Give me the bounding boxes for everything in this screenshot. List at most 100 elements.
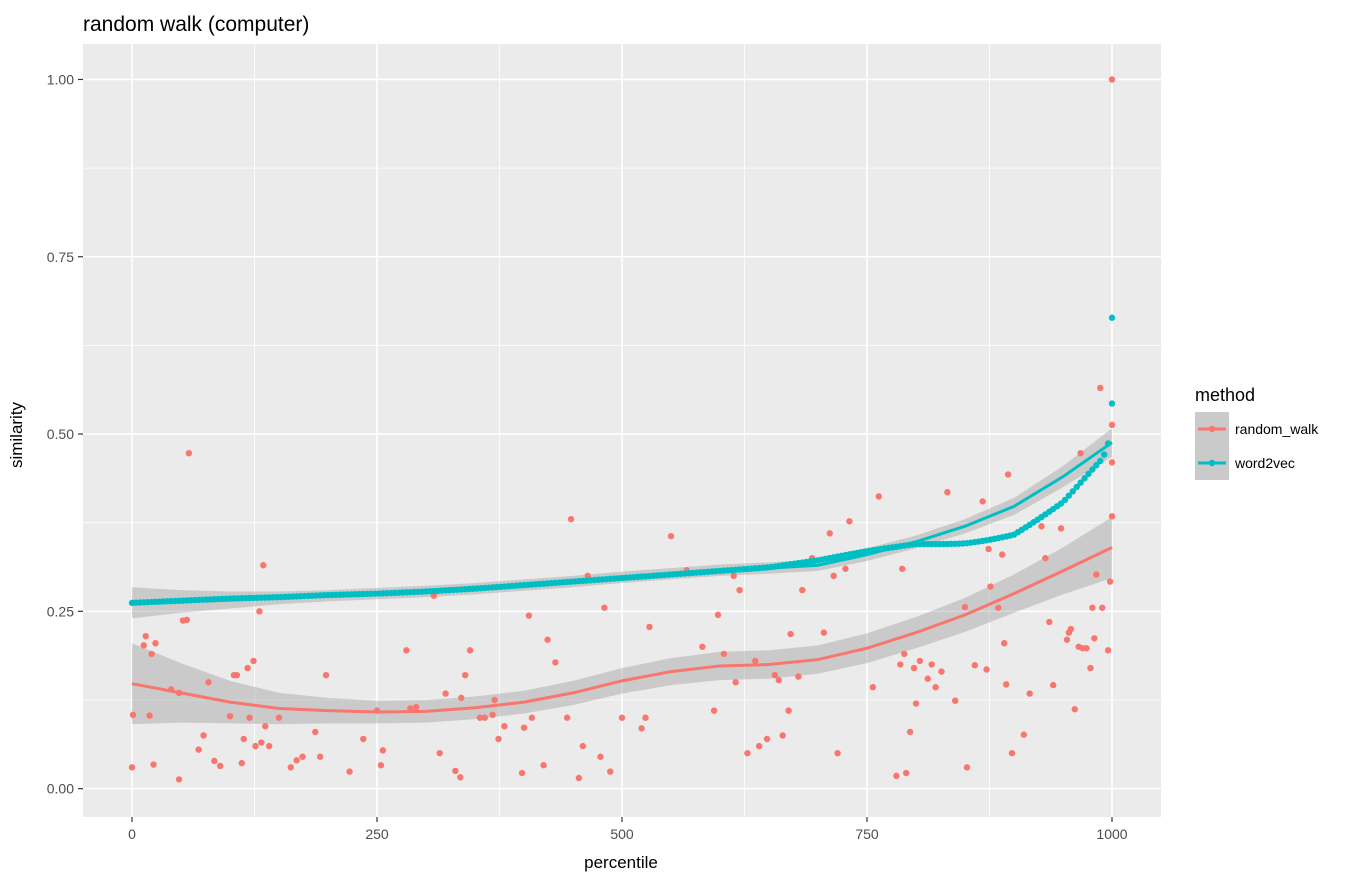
- random_walk-point: [597, 753, 604, 760]
- random_walk-point: [775, 676, 782, 684]
- random_walk-point: [346, 768, 353, 775]
- random_walk-point: [140, 642, 147, 649]
- random_walk-point: [1083, 645, 1090, 652]
- random_walk-point: [1026, 690, 1033, 697]
- random_walk-point: [244, 664, 251, 672]
- random_walk-point: [618, 714, 626, 721]
- random_walk-point: [466, 647, 474, 654]
- random_walk-point: [834, 749, 841, 757]
- legend-title: method: [1195, 385, 1255, 405]
- random_walk-point: [1042, 554, 1049, 562]
- random_walk-point: [129, 711, 137, 719]
- random_walk-point: [1089, 604, 1096, 611]
- random_walk-point: [246, 714, 253, 721]
- random_walk-point: [152, 640, 159, 647]
- random_walk-point: [699, 643, 706, 650]
- random_walk-point: [826, 530, 833, 537]
- y-axis-title: similarity: [7, 401, 26, 468]
- random_walk-point: [901, 650, 908, 658]
- x-tick-label: 0: [128, 826, 136, 842]
- legend-key-point: [1208, 459, 1216, 467]
- random_walk-point: [518, 769, 526, 777]
- random_walk-point: [205, 679, 212, 686]
- points: [128, 76, 1116, 783]
- random_walk-point: [312, 728, 319, 736]
- random_walk-point: [985, 545, 992, 553]
- random_walk-point: [528, 714, 536, 721]
- random_walk-point: [732, 679, 739, 686]
- random_walk-point: [266, 742, 273, 750]
- random_walk-point: [944, 488, 951, 496]
- random_walk-point: [710, 707, 718, 714]
- random_walk-point: [495, 735, 502, 743]
- random_walk-point: [379, 747, 387, 754]
- word2vec-point: [1073, 483, 1080, 491]
- random_walk-point: [200, 732, 207, 739]
- random_walk-point: [642, 714, 649, 721]
- word2vec-point: [1069, 488, 1077, 495]
- random_walk-point: [893, 772, 900, 780]
- random_walk-point: [525, 612, 533, 619]
- random_walk-point: [540, 762, 547, 769]
- legend-key-point: [1208, 425, 1216, 433]
- random_walk-point: [779, 732, 786, 739]
- random_walk-point: [430, 592, 438, 599]
- random_walk-point: [258, 739, 265, 746]
- random_walk-point: [1057, 525, 1065, 532]
- y-tick-label: 0.75: [47, 249, 74, 265]
- random_walk-point: [820, 629, 828, 636]
- random_walk-point: [195, 746, 202, 753]
- x-tick-label: 750: [855, 826, 879, 842]
- random_walk-point: [185, 449, 193, 457]
- random_walk-point: [1104, 647, 1112, 654]
- random_walk-point: [1108, 513, 1116, 520]
- word2vec-point: [1077, 479, 1084, 486]
- legend-label: random_walk: [1235, 421, 1319, 437]
- word2vec-point: [1093, 462, 1100, 469]
- random_walk-point: [932, 684, 939, 691]
- random_walk-point: [1108, 421, 1116, 429]
- x-tick-label: 1000: [1096, 826, 1127, 842]
- random_walk-point: [916, 657, 924, 665]
- random_walk-point: [910, 664, 918, 672]
- word2vec-point: [1089, 466, 1096, 473]
- random_walk-point: [912, 700, 920, 707]
- random_walk-point: [971, 662, 978, 669]
- random_walk-point: [899, 565, 906, 572]
- random_walk-point: [983, 666, 990, 673]
- word2vec-point: [1085, 470, 1092, 478]
- x-axis-title: percentile: [584, 853, 658, 872]
- random_walk-point: [785, 707, 792, 714]
- random_walk-point: [403, 647, 410, 654]
- chart-title: random walk (computer): [83, 13, 309, 36]
- random_walk-point: [567, 515, 575, 523]
- random_walk-point: [736, 586, 743, 594]
- random_walk-point: [869, 684, 877, 691]
- random_walk-point: [1046, 618, 1053, 626]
- word2vec-point: [1065, 492, 1073, 499]
- random_walk-point: [1108, 76, 1116, 83]
- random_walk-point: [987, 583, 994, 590]
- x-tick-label: 500: [610, 826, 634, 842]
- random_walk-point: [999, 551, 1006, 558]
- random_walk-point: [256, 608, 263, 615]
- random_walk-point: [842, 565, 849, 572]
- random_walk-point: [462, 671, 469, 679]
- random_walk-point: [830, 572, 837, 580]
- random_walk-point: [979, 498, 986, 505]
- x-axis: 0 250 500 750 1000: [128, 817, 1128, 842]
- random_walk-point: [491, 696, 498, 704]
- random_walk-point: [183, 616, 191, 624]
- y-axis: 0.00 0.25 0.50 0.75 1.00: [47, 71, 83, 797]
- plot-panel: [83, 44, 1161, 817]
- random_walk-point: [1067, 625, 1075, 633]
- random_walk-point: [906, 728, 914, 736]
- random_walk-point: [579, 742, 586, 750]
- random_walk-point: [1004, 471, 1012, 478]
- random_walk-point: [730, 572, 737, 580]
- random_walk-point: [275, 714, 283, 721]
- random_walk-point: [240, 735, 247, 743]
- random_walk-point: [897, 661, 904, 668]
- random_walk-point: [452, 767, 459, 775]
